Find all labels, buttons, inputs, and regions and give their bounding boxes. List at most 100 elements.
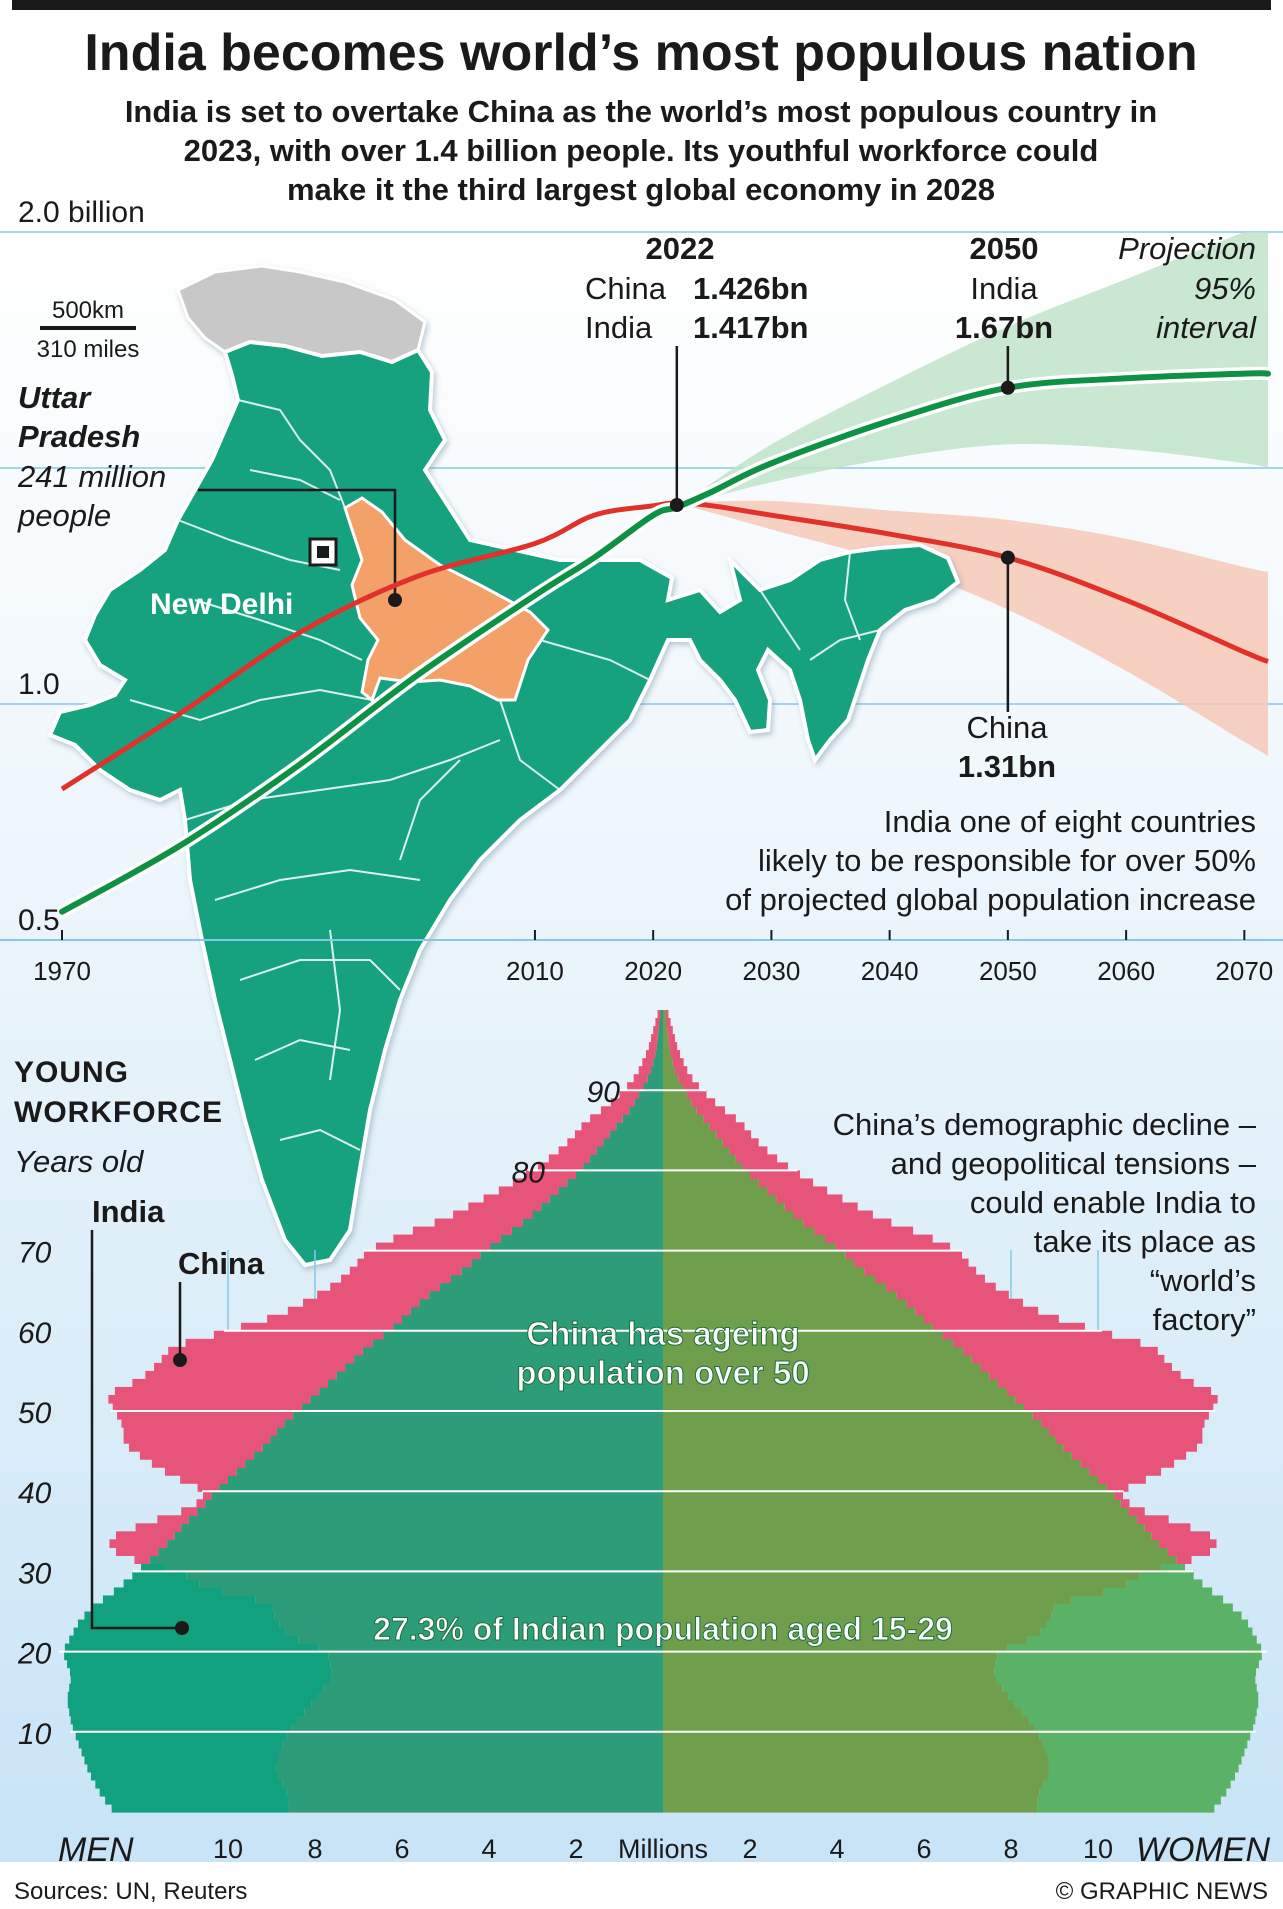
overlap-bar-women-58 bbox=[663, 1338, 954, 1348]
overlap-bar-women-34 bbox=[663, 1531, 1152, 1540]
overlap-bar-men-22 bbox=[285, 1627, 663, 1637]
overlap-bar-women-22 bbox=[663, 1627, 1041, 1637]
overlap-bar-men-40 bbox=[219, 1483, 664, 1492]
overlap-bar-men-43 bbox=[245, 1459, 663, 1468]
india-bar-men-9 bbox=[75, 1731, 287, 1741]
overlap-bar-men-52 bbox=[319, 1386, 663, 1396]
overlap-bar-men-81 bbox=[590, 1154, 663, 1163]
overlap-bar-men-93 bbox=[653, 1058, 663, 1067]
young-share-label: 27.3% of Indian population aged 15-29 bbox=[373, 1611, 953, 1647]
overlap-bar-women-48 bbox=[663, 1419, 1042, 1428]
india-bar-men-7 bbox=[81, 1747, 280, 1757]
overlap-bar-women-4 bbox=[663, 1771, 1048, 1781]
overlap-bar-men-2 bbox=[286, 1787, 663, 1797]
overlap-bar-women-97 bbox=[663, 1026, 668, 1035]
india-bar-men-21 bbox=[69, 1635, 299, 1645]
china-bar-women-45 bbox=[1063, 1443, 1197, 1452]
china-bar-men-58 bbox=[185, 1338, 373, 1348]
china-bar-men-43 bbox=[151, 1459, 246, 1468]
india-bar-men-28 bbox=[123, 1579, 200, 1589]
overlap-bar-women-66 bbox=[663, 1274, 876, 1284]
factory-note: China’s demographic decline – and geopol… bbox=[833, 1107, 1257, 1337]
china-bar-men-67 bbox=[349, 1266, 462, 1276]
callout-2022: 2022 China 1.426bn India 1.417bn bbox=[585, 231, 808, 506]
china-bar-men-99 bbox=[657, 1010, 661, 1019]
overlap-bar-men-9 bbox=[286, 1731, 663, 1741]
overlap-bar-men-55 bbox=[345, 1362, 663, 1372]
overlap-bar-men-6 bbox=[278, 1755, 663, 1765]
china-bar-women-63 bbox=[906, 1298, 1023, 1308]
overlap-bar-men-20 bbox=[318, 1643, 663, 1653]
overlap-bar-men-60 bbox=[393, 1322, 663, 1332]
line-x-tick-label-4: 2040 bbox=[861, 956, 919, 986]
overlap-bar-women-98 bbox=[663, 1018, 667, 1027]
note-line-1: India one of eight countries bbox=[884, 804, 1256, 839]
india-bar-women-18 bbox=[995, 1659, 1259, 1669]
india-bar-men-16 bbox=[70, 1675, 330, 1685]
men-label: MEN bbox=[58, 1831, 134, 1869]
india-bar-men-5 bbox=[87, 1763, 277, 1773]
india-bar-women-21 bbox=[1027, 1635, 1257, 1645]
overlap-bar-women-37 bbox=[663, 1507, 1129, 1516]
india-bar-women-0 bbox=[1037, 1803, 1215, 1813]
overlap-bar-women-56 bbox=[663, 1354, 972, 1364]
overlap-bar-women-60 bbox=[663, 1322, 933, 1332]
callout-2050-china-value: 1.31bn bbox=[958, 749, 1056, 784]
overlap-bar-men-71 bbox=[500, 1234, 663, 1244]
china-bar-men-83 bbox=[567, 1138, 604, 1147]
overlap-bar-women-67 bbox=[663, 1266, 865, 1276]
overlap-bar-women-10 bbox=[663, 1723, 1035, 1733]
china-bar-women-99 bbox=[665, 1010, 669, 1019]
overlap-bar-women-1 bbox=[663, 1795, 1038, 1805]
pyramid-bars bbox=[64, 1010, 1262, 1813]
line-y-tick-label-1: 1.0 bbox=[18, 668, 60, 701]
china-bar-men-50 bbox=[112, 1402, 302, 1412]
overlap-bar-men-64 bbox=[429, 1290, 663, 1300]
overlap-bar-women-17 bbox=[663, 1667, 995, 1677]
china-bar-men-31 bbox=[134, 1555, 150, 1564]
scale-miles: 310 miles bbox=[37, 336, 140, 363]
india-bar-men-0 bbox=[111, 1803, 289, 1813]
overlap-bar-women-9 bbox=[663, 1731, 1040, 1741]
china-bar-men-40 bbox=[197, 1483, 220, 1492]
overlap-bar-women-77 bbox=[663, 1186, 768, 1196]
pyramid-y-tick-label-3: 40 bbox=[18, 1477, 52, 1510]
overlap-bar-women-54 bbox=[663, 1370, 990, 1380]
overlap-bar-men-99 bbox=[660, 1010, 663, 1019]
overlap-bar-men-44 bbox=[254, 1451, 663, 1460]
overlap-bar-women-29 bbox=[663, 1571, 1140, 1581]
pyramid-y-tick-label-1: 20 bbox=[17, 1638, 52, 1671]
overlap-bar-women-18 bbox=[663, 1659, 996, 1669]
overlap-bar-women-19 bbox=[663, 1651, 998, 1661]
india-bar-women-30 bbox=[1161, 1563, 1185, 1573]
china-bar-women-72 bbox=[814, 1226, 914, 1236]
china-bar-women-52 bbox=[1006, 1386, 1212, 1396]
overlap-bar-women-11 bbox=[663, 1715, 1030, 1725]
capital-label: New Delhi bbox=[150, 588, 293, 621]
overlap-bar-men-37 bbox=[197, 1507, 664, 1516]
pyramid-axis: 10 20 30 40 50 60 70 80 90 10 8 6 4 2 Millions 2 4 6 8 10 bbox=[17, 1076, 1113, 1864]
china-bar-men-48 bbox=[121, 1419, 285, 1428]
line-y-tick-label-0: 2.0 billion bbox=[18, 196, 145, 229]
china-bar-men-77 bbox=[498, 1186, 559, 1196]
overlap-bar-women-47 bbox=[663, 1427, 1050, 1436]
ageing-line-2: population over 50 bbox=[516, 1354, 809, 1391]
overlap-bar-women-39 bbox=[663, 1491, 1115, 1500]
overlap-bar-women-30 bbox=[663, 1563, 1162, 1573]
india-bar-men-18 bbox=[67, 1659, 331, 1669]
china-bar-men-92 bbox=[638, 1066, 652, 1075]
pyramid-x-tick-label-3: 4 bbox=[481, 1834, 496, 1864]
overlap-bar-women-89 bbox=[663, 1090, 687, 1099]
china-bar-men-65 bbox=[330, 1282, 441, 1292]
china-bar-men-53 bbox=[132, 1378, 329, 1388]
population-note: India one of eight countries likely to b… bbox=[725, 804, 1256, 917]
pyramid-age-lines bbox=[58, 1089, 1268, 1733]
china-bar-men-98 bbox=[655, 1018, 660, 1027]
india-bar-women-16 bbox=[996, 1675, 1256, 1685]
china-bar-women-78 bbox=[758, 1178, 814, 1188]
overlap-bar-women-99 bbox=[663, 1010, 666, 1019]
overlap-bar-men-79 bbox=[576, 1170, 663, 1180]
overlap-bar-men-42 bbox=[236, 1467, 663, 1476]
overlap-bar-men-24 bbox=[274, 1611, 663, 1621]
overlap-bar-men-94 bbox=[655, 1050, 663, 1059]
